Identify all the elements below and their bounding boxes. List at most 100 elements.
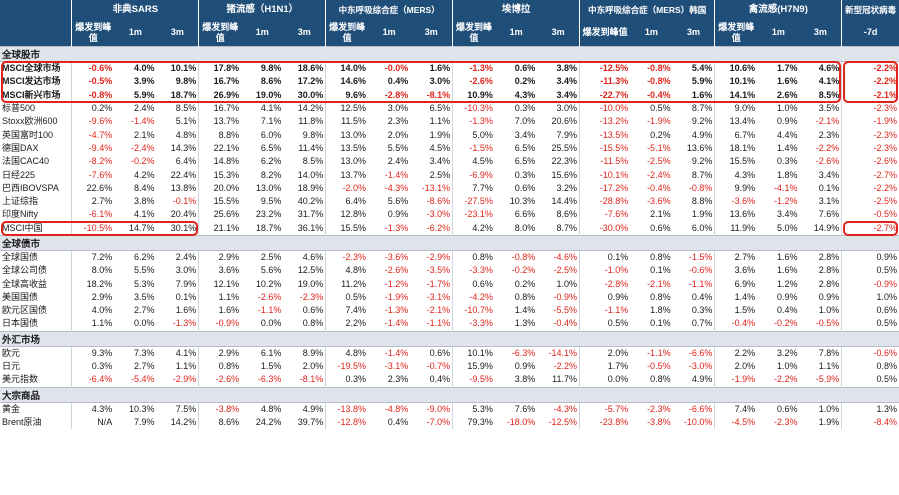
row-label: 美元指数 — [2, 374, 39, 385]
row-label: 英国富时100 — [2, 129, 54, 140]
value-cell: -2.1% — [841, 88, 899, 102]
value-cell: -3.1% — [384, 361, 409, 372]
value-cell: 0.3% — [776, 156, 798, 167]
value-cell: 6.5% — [260, 142, 282, 153]
value-cell: 8.7% — [691, 169, 713, 180]
value-cell: 1.6% — [776, 252, 798, 262]
value-cell: -0.6% — [71, 61, 115, 76]
value-cell: 0.8% — [650, 291, 671, 302]
value-cell: 1.0% — [556, 278, 578, 289]
value-cell: 0.6% — [841, 304, 899, 318]
value-cell: 14.1% — [714, 88, 758, 102]
value-cell: 0.8% — [452, 250, 495, 265]
value-cell: 7.3% — [133, 347, 155, 358]
value-cell: 6.6% — [514, 209, 536, 220]
table-row: 英国富时100 -4.7% 2.1% 4.8% 8.8% 6.0% 9.8% 13.0% 2.0… — [0, 128, 899, 142]
value-cell: 18.2% — [71, 277, 115, 291]
value-cell: 0.6% — [776, 403, 798, 414]
value-cell: 11.8% — [298, 116, 324, 127]
value-cell: 5.0% — [776, 222, 798, 233]
value-cell: 3.9% — [133, 76, 155, 87]
value-cell: -1.5% — [452, 141, 495, 156]
value-cell: 24.2% — [255, 416, 282, 427]
value-cell: 0.9% — [776, 291, 798, 302]
value-cell: 6.4% — [175, 156, 197, 167]
value-cell: -2.6% — [384, 265, 409, 276]
period-header: 3m — [799, 19, 842, 47]
value-cell: -8.4% — [841, 415, 899, 430]
value-cell: -2.0% — [325, 181, 369, 195]
period-header: 爆发到峰值 — [325, 19, 369, 47]
value-cell: 1.6% — [429, 63, 451, 74]
value-cell: -0.8% — [511, 252, 536, 262]
value-cell: 23.2% — [255, 209, 282, 220]
value-cell: 1.4% — [514, 305, 536, 316]
group-header: 非典SARS — [71, 0, 199, 19]
value-cell: 2.7% — [714, 250, 758, 265]
value-cell: 2.7% — [133, 361, 155, 372]
value-cell: 11.4% — [298, 142, 324, 153]
value-cell: -9.4% — [71, 141, 115, 156]
row-label: 日本国债 — [2, 318, 39, 329]
value-cell: 0.0% — [133, 318, 155, 329]
value-cell: -10.5% — [71, 221, 115, 236]
value-cell: 6.5% — [514, 156, 536, 167]
period-header: 爆发到峰值 — [714, 19, 758, 47]
value-cell: -3.6% — [714, 194, 758, 209]
value-cell: 36.1% — [297, 222, 324, 233]
value-cell: 9.8% — [302, 129, 324, 140]
value-cell: 6.9% — [714, 277, 758, 291]
value-cell: -0.8% — [647, 76, 671, 87]
row-label: 巴西IBOVSPA — [2, 182, 59, 193]
value-cell: 1.4% — [714, 290, 758, 305]
value-cell: 4.3% — [71, 402, 115, 416]
value-cell: -12.8% — [325, 415, 369, 430]
value-cell: -2.9% — [426, 252, 451, 262]
value-cell: 2.9% — [198, 250, 242, 265]
value-cell: 22.6% — [71, 181, 115, 195]
value-cell: -2.1% — [426, 305, 451, 316]
value-cell: 0.3% — [514, 169, 536, 180]
value-cell: 10.9% — [452, 88, 495, 102]
table-row: 黄金 4.3% 10.3% 7.5% -3.8% 4.8% 4.9% -13.8% -4.8% -… — [0, 402, 899, 416]
value-cell: -9.6% — [71, 115, 115, 129]
value-cell: 4.3% — [714, 168, 758, 182]
value-cell: 2.4% — [175, 252, 197, 262]
value-cell: 0.0% — [579, 373, 631, 388]
value-cell: 0.5% — [841, 317, 899, 332]
value-cell: 0.5% — [650, 103, 671, 114]
value-cell: -6.9% — [452, 168, 495, 182]
value-cell: -2.3% — [325, 250, 369, 265]
value-cell: 8.6% — [198, 415, 242, 430]
value-cell: 5.4% — [691, 63, 713, 74]
value-cell: -0.6% — [841, 346, 899, 360]
value-cell: -10.7% — [452, 304, 495, 318]
value-cell: 18.7% — [170, 89, 197, 100]
value-cell: 4.8% — [325, 264, 369, 278]
value-cell: 7.8% — [818, 347, 840, 358]
value-cell: 4.2% — [452, 221, 495, 236]
value-cell: 4.0% — [71, 304, 115, 318]
value-cell: -2.5% — [553, 265, 578, 276]
value-cell: -1.4% — [130, 116, 155, 127]
value-cell: 1.9% — [818, 416, 840, 427]
period-header: 3m — [537, 19, 580, 47]
period-header: 1m — [114, 19, 157, 47]
value-cell: 5.1% — [175, 116, 197, 127]
section-header-row: 大宗商品 — [0, 386, 899, 403]
value-cell: -1.9% — [714, 373, 758, 388]
value-cell: 79.3% — [452, 415, 495, 430]
value-cell: 25.6% — [198, 208, 242, 222]
table-row: 日元 0.3% 2.7% 1.1% 0.8% 1.5% 2.0% -19.5% -3.1% -0.… — [0, 359, 899, 374]
value-cell: -0.8% — [647, 63, 671, 74]
value-cell: -7.6% — [579, 208, 631, 222]
value-cell: 3.2% — [776, 347, 798, 358]
value-cell: 7.2% — [71, 250, 115, 265]
value-cell: 2.1% — [650, 209, 671, 220]
value-cell: 16.7% — [198, 101, 242, 116]
value-cell: 1.6% — [776, 76, 798, 87]
value-cell: -0.9% — [553, 291, 578, 302]
value-cell: 12.1% — [198, 277, 242, 291]
row-label: MSCI新兴市场 — [2, 89, 61, 100]
value-cell: -30.0% — [579, 221, 631, 236]
